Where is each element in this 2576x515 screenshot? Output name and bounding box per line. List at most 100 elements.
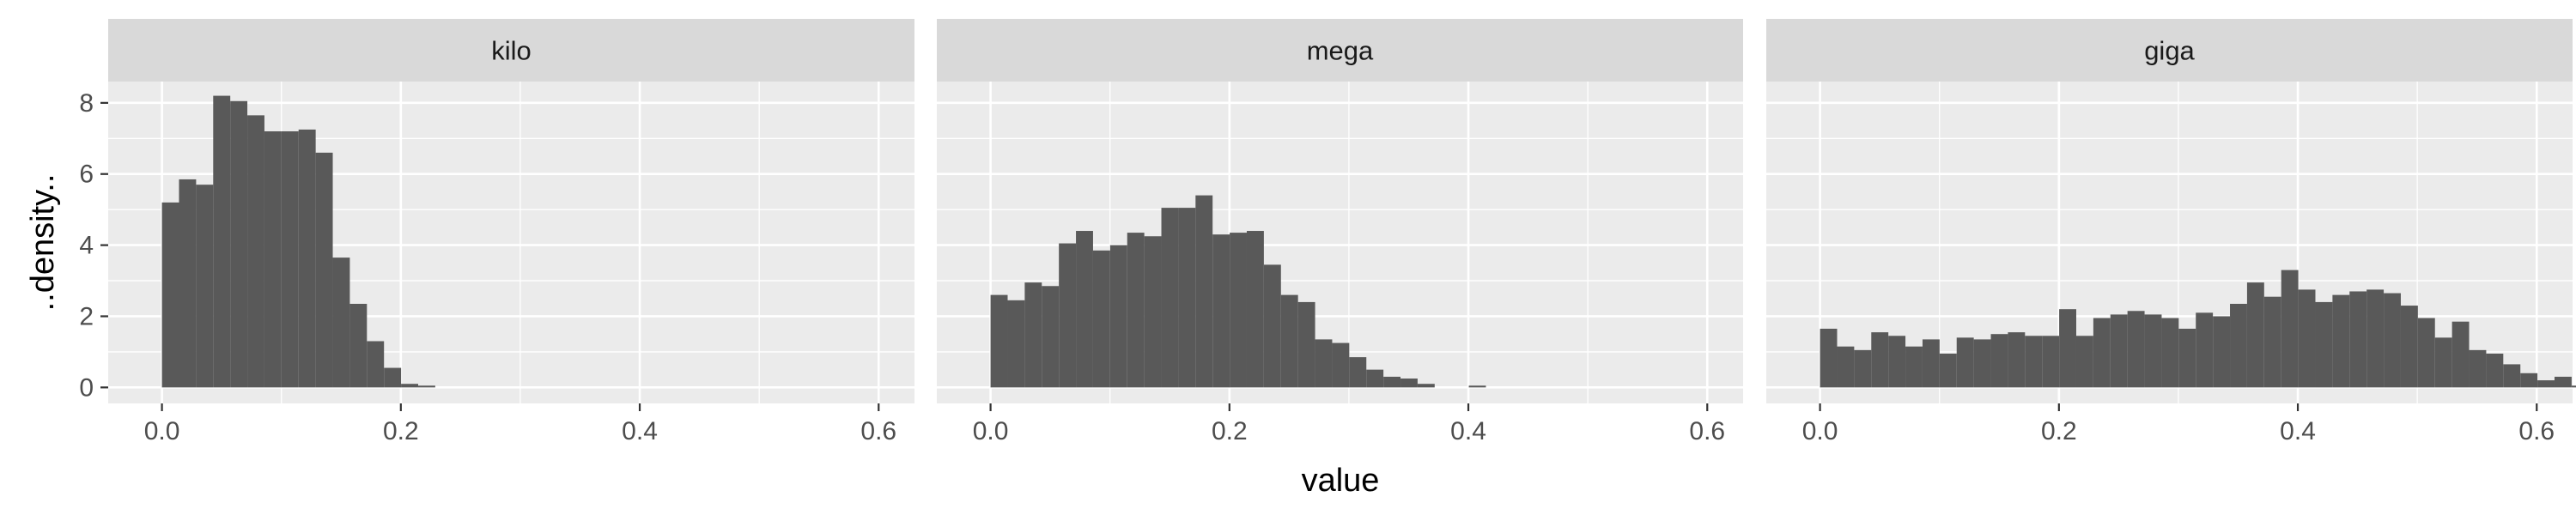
x-tick-label: 0.0 xyxy=(973,417,1009,445)
histogram-bar xyxy=(2520,373,2538,388)
histogram-bar xyxy=(1297,301,1315,388)
histogram-bar xyxy=(2366,289,2385,388)
histogram-bar xyxy=(990,294,1008,388)
x-tick-label: 0.4 xyxy=(1450,417,1486,445)
facet-strip-label: giga xyxy=(2144,36,2195,66)
histogram-bar xyxy=(2281,270,2299,388)
histogram-bar xyxy=(161,202,179,388)
histogram-bar xyxy=(1161,208,1179,388)
histogram-bar xyxy=(2503,364,2521,388)
x-tick-label: 0.0 xyxy=(144,417,180,445)
facet-strip xyxy=(1766,19,2573,82)
histogram-bar xyxy=(401,384,418,388)
facet-panel-mega: mega 0.0 0.2 0.4 0.6 xyxy=(937,19,1743,445)
x-tick-label: 0.6 xyxy=(860,417,896,445)
histogram-bar xyxy=(2451,321,2470,388)
histogram-bar xyxy=(1178,208,1196,388)
facet-strip xyxy=(108,19,914,82)
facet-panel-kilo: kilo 0.0 0.2 0.4 0.6 0 2 4 6 8 xyxy=(79,19,914,445)
histogram-bar xyxy=(281,131,299,388)
histogram-bar xyxy=(2554,376,2572,388)
histogram-bar xyxy=(1024,282,1042,388)
histogram-bar xyxy=(213,95,231,388)
y-tick-label: 0 xyxy=(79,373,94,402)
histogram-bar xyxy=(230,100,248,388)
histogram-bar xyxy=(2298,289,2316,388)
histogram-bar xyxy=(2349,291,2367,388)
x-tick-label: 0.6 xyxy=(1689,417,1725,445)
histogram-bar xyxy=(417,385,435,388)
histogram-bar xyxy=(2384,293,2401,388)
histogram-bar xyxy=(2332,294,2350,388)
histogram-bar xyxy=(2469,349,2487,388)
y-tick-label: 8 xyxy=(79,89,94,118)
histogram-bar xyxy=(1127,233,1145,388)
histogram-bar xyxy=(1195,195,1213,388)
x-tick-label: 0.0 xyxy=(1802,417,1838,445)
histogram-bar xyxy=(1871,332,1889,388)
x-tick-label: 0.6 xyxy=(2518,417,2555,445)
facet-strip-label: kilo xyxy=(491,36,532,66)
histogram-bar xyxy=(1922,339,1940,388)
histogram-bar xyxy=(2571,385,2576,388)
histogram-bar xyxy=(2400,306,2418,388)
x-tick-label: 0.4 xyxy=(2280,417,2316,445)
histogram-bar xyxy=(367,341,385,388)
facet-strip xyxy=(937,19,1743,82)
histogram-bar xyxy=(1366,369,1384,388)
histogram-bar xyxy=(1854,349,1872,388)
histogram-bar xyxy=(1280,294,1298,388)
histogram-bar xyxy=(2263,296,2281,388)
histogram-bar xyxy=(1109,245,1127,388)
facet-strip-label: mega xyxy=(1307,36,1374,66)
histogram-bar xyxy=(2486,353,2504,388)
histogram-bar xyxy=(1468,385,1486,388)
histogram-bar xyxy=(1246,231,1264,388)
histogram-bar xyxy=(2144,314,2162,388)
histogram-bar xyxy=(2246,282,2264,388)
histogram-bar xyxy=(2230,303,2247,388)
histogram-bar xyxy=(1383,376,1401,388)
histogram-bar xyxy=(1212,234,1230,388)
histogram-bar xyxy=(2178,328,2196,388)
histogram-bar xyxy=(2075,336,2093,388)
histogram-bar xyxy=(1092,250,1110,388)
histogram-bar xyxy=(1888,336,1906,388)
histogram-bar xyxy=(247,115,264,388)
histogram-bar xyxy=(1956,337,1974,388)
histogram-bar xyxy=(2025,336,2043,388)
histogram-bar xyxy=(1820,328,1838,388)
histogram-bar xyxy=(1837,346,1855,388)
histogram-bar xyxy=(1349,357,1367,388)
histogram-bar xyxy=(1905,346,1923,388)
histogram-bar xyxy=(1315,339,1333,388)
histogram-bar xyxy=(1417,384,1435,388)
histogram-bar xyxy=(1076,231,1093,388)
x-tick-label: 0.4 xyxy=(622,417,658,445)
histogram-bar xyxy=(1990,334,2008,388)
histogram-bar xyxy=(2161,318,2179,388)
histogram-bar xyxy=(384,367,402,388)
x-tick-label: 0.2 xyxy=(383,417,419,445)
histogram-bar xyxy=(264,131,282,388)
histogram-bar xyxy=(1059,243,1077,388)
histogram-bar xyxy=(2537,380,2555,388)
histogram-bar xyxy=(1400,378,1418,388)
histogram-bar xyxy=(1042,286,1060,388)
histogram-bar xyxy=(349,303,368,388)
histogram-bar xyxy=(2434,337,2452,388)
histogram-bar xyxy=(298,129,316,388)
histogram-bar xyxy=(1144,236,1162,388)
histogram-bar xyxy=(315,152,333,388)
y-tick-label: 6 xyxy=(79,161,94,189)
histogram-bar xyxy=(1973,339,1991,388)
histogram-bar xyxy=(1007,300,1025,388)
histogram-bar xyxy=(2093,318,2111,388)
histogram-bar xyxy=(1939,353,1957,388)
y-tick-label: 4 xyxy=(79,232,94,260)
histogram-bar xyxy=(2127,311,2145,388)
histogram-bar xyxy=(179,179,197,388)
x-tick-label: 0.2 xyxy=(1212,417,1248,445)
